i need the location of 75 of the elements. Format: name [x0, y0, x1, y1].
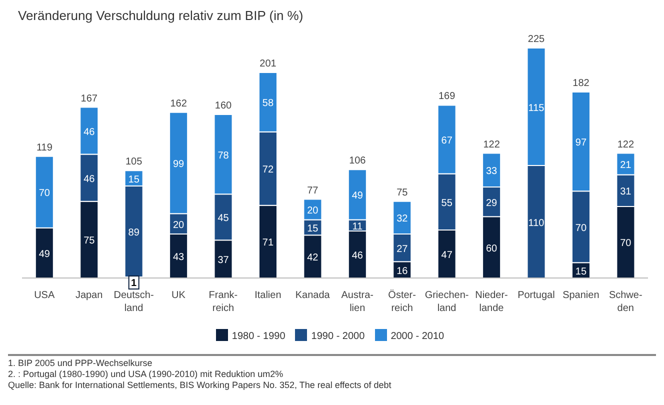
data-label: 20: [172, 220, 185, 231]
data-label: 42: [307, 252, 319, 264]
total-label: 201: [260, 58, 277, 70]
total-label: 105: [126, 156, 143, 168]
chart-title: Veränderung Verschuldung relativ zum BIP (in %): [17, 8, 304, 25]
data-label: 60: [486, 243, 498, 254]
data-label: 46: [84, 126, 96, 138]
data-label: 29: [486, 198, 498, 209]
data-label: 16: [396, 266, 408, 277]
data-label: 33: [486, 166, 498, 178]
data-label: 20: [307, 206, 319, 217]
data-label: 49: [352, 190, 364, 202]
data-label: 70: [620, 238, 632, 250]
x-tick-label: UK: [172, 290, 186, 301]
total-label: 167: [80, 93, 98, 104]
data-label: 115: [528, 102, 545, 114]
total-label: 75: [396, 187, 408, 198]
data-label: 27: [396, 244, 408, 255]
text: 1. BIP 2005 und PPP-Wechselkurse: [8, 358, 154, 369]
x-tick-label: Deutsch- land: [114, 290, 154, 314]
data-label: 43: [172, 252, 185, 264]
data-label: 78: [218, 150, 230, 162]
x-tick-label: Öster- reich: [388, 289, 416, 314]
x-tick-label: Frank- reich: [208, 290, 238, 314]
total-label: 122: [617, 139, 634, 150]
data-label: 32: [396, 214, 408, 225]
data-label: 99: [172, 159, 185, 170]
total-label: 160: [214, 100, 232, 112]
data-label: 15: [575, 266, 587, 278]
data-label: 37: [218, 255, 230, 266]
total-label: 225: [528, 34, 546, 45]
x-tick-label: Schwe- den: [608, 290, 642, 314]
x-tick-label: Japan: [75, 290, 103, 301]
total-label: 162: [170, 98, 188, 110]
total-label: 122: [483, 139, 500, 150]
x-tick-label: Griechen- land: [424, 290, 469, 314]
data-label: 75: [84, 236, 96, 247]
total-label: 119: [36, 142, 53, 154]
total-label: 182: [572, 78, 590, 89]
x-tick-label: Portugal: [518, 290, 555, 301]
data-label: 21: [620, 160, 632, 172]
total-label: 169: [438, 91, 456, 102]
data-label: 46: [352, 250, 364, 262]
data-label: 70: [38, 188, 50, 200]
data-label: 71: [262, 238, 274, 249]
data-label: 11: [352, 221, 364, 232]
data-label: 58: [262, 98, 274, 110]
legend-label: 2000 - 2010: [390, 331, 444, 342]
data-label: 15: [128, 174, 140, 186]
data-label: 97: [575, 138, 587, 149]
x-tick-label: USA: [34, 290, 55, 301]
data-label: 55: [441, 198, 453, 209]
legend-label: 1980 - 1990: [232, 331, 286, 342]
data-label: 45: [218, 213, 230, 224]
data-label: 47: [441, 250, 453, 261]
total-label: 106: [349, 156, 366, 167]
source-note: Quelle: Bank for International Settlements, BIS Working Papers No. 352, The real effects of debt: [8, 380, 392, 391]
data-label: 1: [131, 278, 138, 289]
data-label: 15: [307, 223, 319, 234]
x-tick-label: Austra- lien: [341, 290, 374, 314]
data-label: 31: [620, 186, 632, 198]
x-tick-label: Kanada: [295, 290, 330, 301]
x-tick-label: Spanien: [562, 290, 600, 301]
x-tick-label: Italien: [254, 290, 282, 301]
data-label: 67: [441, 135, 453, 146]
data-label: 70: [575, 222, 587, 234]
data-label: 110: [528, 218, 545, 229]
data-label: 46: [84, 174, 96, 185]
x-tick-label: Nieder- lande: [475, 290, 508, 314]
data-label: 72: [262, 164, 274, 176]
text: 2. : Portugal (1980-1990) und USA (1990-2010) mit Reduktion um2%: [8, 369, 284, 380]
total-label: 77: [307, 185, 319, 196]
legend-label: 1990 - 2000: [311, 331, 365, 342]
data-label: 89: [128, 227, 140, 238]
data-label: 49: [38, 248, 50, 260]
